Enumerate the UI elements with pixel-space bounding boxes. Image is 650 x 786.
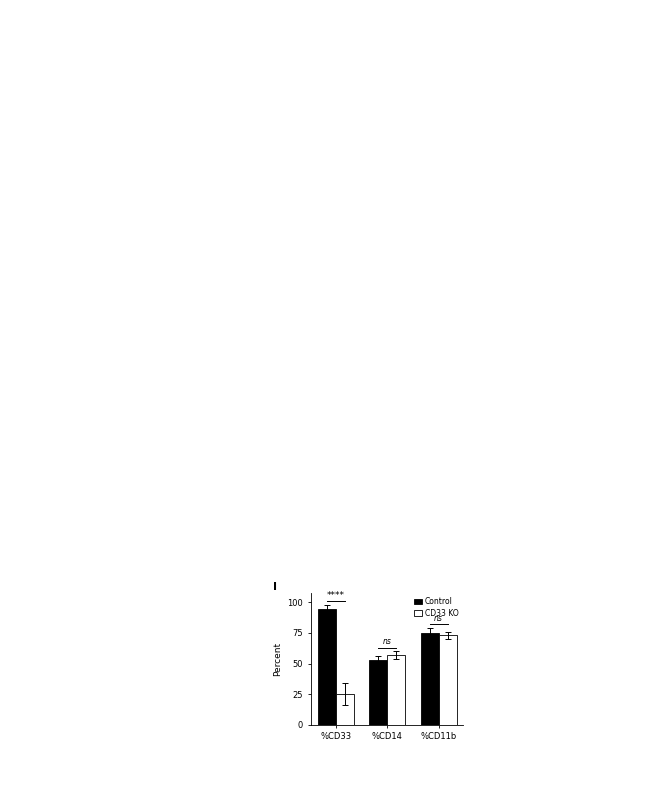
Legend: Control, CD33 KO: Control, CD33 KO bbox=[413, 597, 460, 619]
Y-axis label: Percent: Percent bbox=[273, 641, 281, 676]
Bar bbox=[318, 608, 335, 725]
Bar bbox=[369, 660, 387, 725]
Text: ****: **** bbox=[327, 591, 344, 600]
Bar bbox=[439, 635, 456, 725]
Bar bbox=[421, 633, 439, 725]
Bar bbox=[387, 655, 405, 725]
Text: ns: ns bbox=[383, 637, 391, 646]
Text: ns: ns bbox=[434, 614, 443, 623]
Text: I: I bbox=[272, 582, 276, 592]
Bar bbox=[335, 694, 354, 725]
